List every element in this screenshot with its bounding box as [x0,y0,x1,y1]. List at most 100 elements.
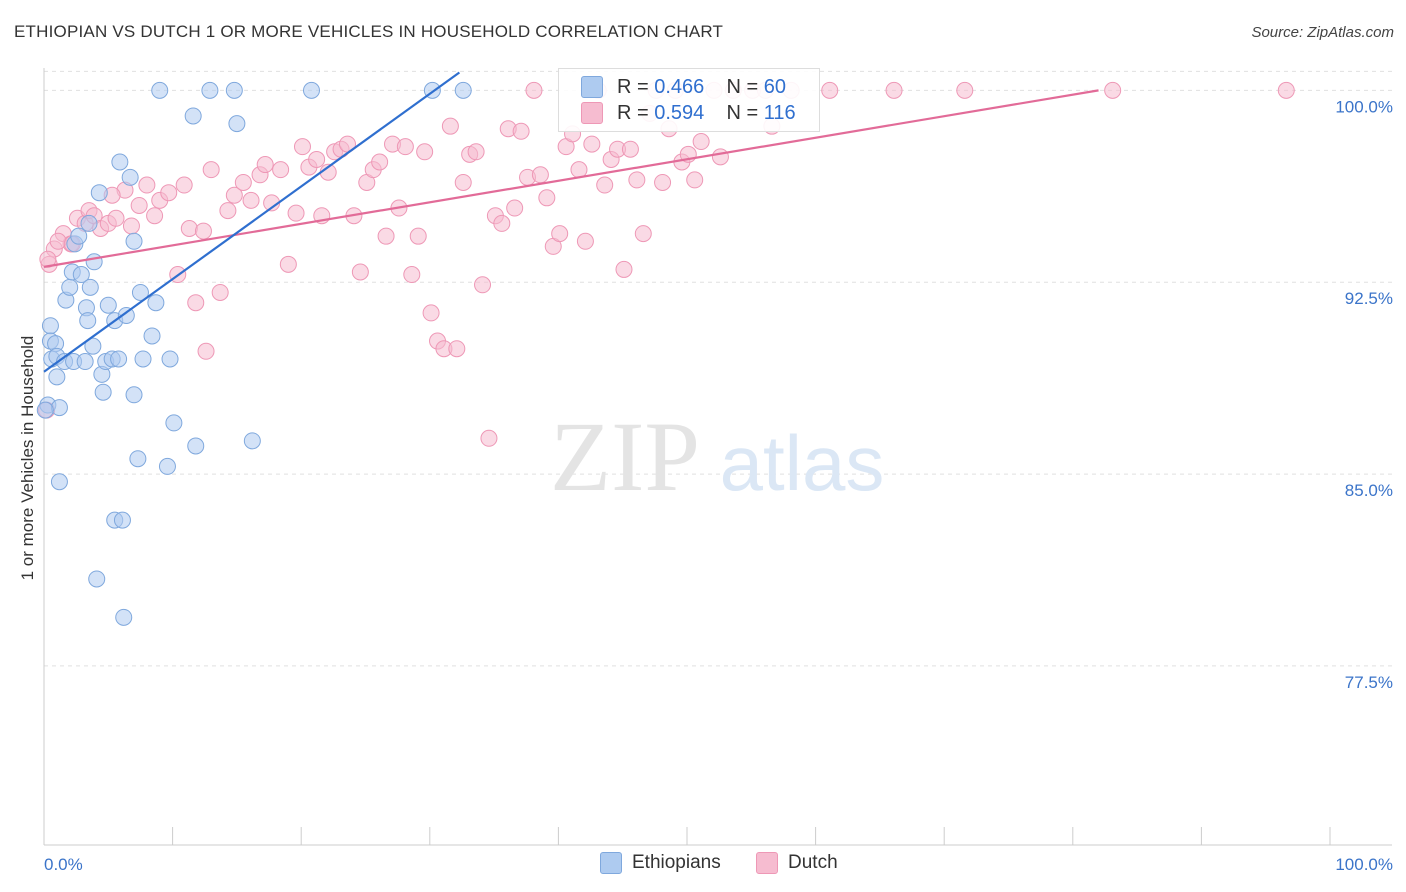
dutch-legend-swatch [756,852,778,874]
ethiopians-point [61,278,79,296]
dutch-point [197,342,215,360]
dutch-swatch [581,102,603,124]
chart-title: ETHIOPIAN VS DUTCH 1 OR MORE VEHICLES IN… [14,22,724,41]
dutch-point [621,140,639,158]
y-axis-title: 1 or more Vehicles in Household [18,335,37,581]
dutch-point [146,207,164,225]
ethiopians-point [99,296,117,314]
ethiopians-point [129,450,147,468]
y-tick-label: 100.0% [1335,97,1393,116]
dutch-point [377,227,395,245]
dutch-point [467,143,485,161]
ethiopians-point [111,153,129,171]
ethiopians-point [50,473,68,491]
ethiopians-point [48,368,66,386]
ethiopians-point [187,437,205,455]
ethiopians-point [201,81,219,99]
dutch-point [160,184,178,202]
ethiopians-trend-line [43,71,461,373]
ethiopians-point [115,608,133,626]
ethiopians-legend-swatch [600,852,622,874]
ethiopians-point [90,184,108,202]
r-label: R = [617,75,649,98]
dutch-point [194,222,212,240]
r-value-dutch: 0.594 [654,101,705,124]
dutch-point [615,260,633,278]
dutch-trend-line [43,89,1099,268]
dutch-point [576,232,594,250]
dutch-point [512,122,530,140]
ethiopians-point [147,294,165,312]
dutch-point [130,196,148,214]
y-tick-label: 77.5% [1345,673,1393,692]
dutch-point [956,81,974,99]
ethiopians-point [80,214,98,232]
tick-labels: 77.5% 85.0% 92.5% 100.0% 0.0% 100.0% [44,97,1393,874]
dutch-point [416,143,434,161]
ethiopians-point [243,432,261,450]
dutch-point [570,161,588,179]
ethiopians-point [84,337,102,355]
dutch-point [202,161,220,179]
n-value-dutch: 116 [763,101,796,124]
ethiopians-point [85,253,103,271]
stats-legend: R = 0.466 N = 60 R = 0.594 N = 116 [558,68,820,132]
trend-lines [43,71,1099,373]
ethiopians-point [143,327,161,345]
ethiopians-point [151,81,169,99]
dutch-point [219,202,237,220]
ethiopians-point [121,168,139,186]
dutch-point [308,150,326,168]
dutch-point [180,220,198,238]
ethiopians-point [41,317,59,335]
ethiopians-point [125,386,143,404]
ethiopians-swatch [581,76,603,98]
dutch-point [654,173,672,191]
ethiopians-point [117,306,135,324]
dutch-point [628,171,646,189]
dutch-point [596,176,614,194]
dutch-point [525,81,543,99]
ethiopians-point [110,350,128,368]
dutch-point [711,148,729,166]
y-tick-label: 92.5% [1345,289,1393,308]
dutch-point [1104,81,1122,99]
ethiopians-legend-label: Ethiopians [632,852,721,873]
dutch-points [38,81,1295,447]
n-label: N = [726,75,759,98]
dutch-point [371,153,389,171]
ethiopians-point [125,232,143,250]
dutch-point [242,191,260,209]
bottom-legend-ethiopians[interactable]: Ethiopians [600,852,721,874]
ethiopians-point [158,457,176,475]
legend-stats-dutch: R = 0.594 N = 116 [617,102,796,125]
ethiopians-points [36,81,472,626]
dutch-point [686,171,704,189]
ethiopians-point [225,81,243,99]
ethiopians-point [165,414,183,432]
bottom-legend-dutch[interactable]: Dutch [756,852,838,874]
dutch-point [538,189,556,207]
dutch-point [634,225,652,243]
dutch-point [885,81,903,99]
dutch-point [225,186,243,204]
dutch-point [474,276,492,294]
ethiopians-point [161,350,179,368]
dutch-point [351,263,369,281]
ethiopians-point [134,350,152,368]
ethiopians-point [72,266,90,284]
ethiopians-point [113,511,131,529]
dutch-point [211,283,229,301]
dutch-point [272,161,290,179]
dutch-point [175,176,193,194]
dutch-point [403,266,421,284]
r-value-ethiopians: 0.466 [654,75,705,98]
dutch-point [279,255,297,273]
dutch-point [122,217,140,235]
watermark-zip: ZIP [550,401,700,512]
ethiopians-point [94,383,112,401]
dutch-point [287,204,305,222]
n-value-ethiopians: 60 [763,75,787,98]
dutch-point [396,138,414,156]
